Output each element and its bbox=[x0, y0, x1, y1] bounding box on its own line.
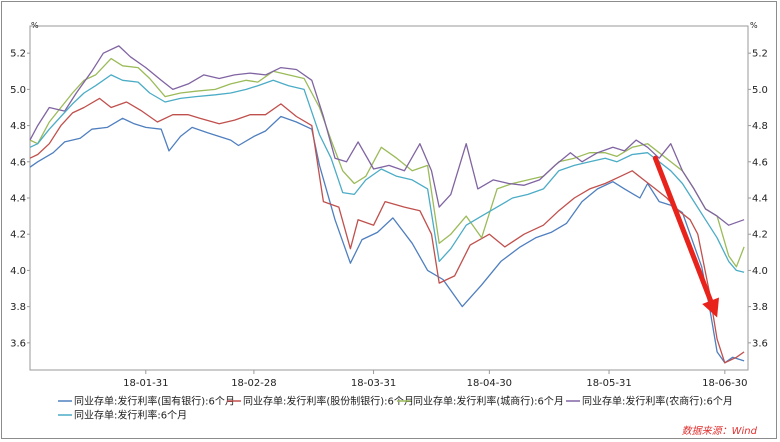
x-tick-label: 18-04-30 bbox=[467, 378, 512, 389]
series-line-4 bbox=[29, 45, 745, 226]
legend-label: 同业存单:发行利率(农商行):6个月 bbox=[582, 395, 733, 408]
x-tick-label: 18-01-31 bbox=[123, 378, 168, 389]
y-tick-label-left: 4.0 bbox=[10, 266, 26, 277]
y-tick-label-left: 4.6 bbox=[10, 157, 26, 168]
y-tick-label-right: 4.2 bbox=[752, 230, 768, 241]
y-tick-label-left: 3.6 bbox=[10, 338, 26, 349]
series-line-1 bbox=[29, 115, 745, 364]
x-tick-label: 18-02-28 bbox=[231, 378, 276, 389]
y-axis-ticks: 3.6 3.6 3.8 3.8 4.0 4.0 4.2 4.2 4.4 4.4 4.6 4.6 4.8 4… bbox=[10, 49, 768, 350]
y-tick-label-left: 4.8 bbox=[10, 121, 26, 132]
series-line-3 bbox=[29, 57, 745, 268]
y-tick-label-right: 4.8 bbox=[752, 121, 768, 132]
x-axis-ticks: 18-01-31 18-02-28 18-03-31 18-04-30 18-05-31… bbox=[123, 370, 748, 389]
legend-label: 同业存单:发行利率(国有银行):6个月 bbox=[74, 395, 235, 408]
y-tick-label-right: 4.0 bbox=[752, 266, 768, 277]
y-tick-label-right: 5.0 bbox=[752, 85, 768, 96]
trend-arrow bbox=[652, 155, 719, 318]
y-tick-label-right: 3.6 bbox=[752, 338, 768, 349]
legend-label: 同业存单:发行利率:6个月 bbox=[74, 409, 187, 422]
trend-arrow-head bbox=[702, 297, 719, 318]
series-lines bbox=[29, 45, 745, 364]
y-tick-label-right: 4.4 bbox=[752, 194, 768, 205]
y-tick-label-left: 4.4 bbox=[10, 194, 26, 205]
series-line-5 bbox=[29, 74, 745, 273]
trend-arrow-shaft bbox=[652, 155, 714, 304]
y-tick-label-left: 5.2 bbox=[10, 49, 26, 60]
y-tick-label-right: 3.8 bbox=[752, 302, 768, 313]
data-source-note: 数据来源：Wind bbox=[682, 425, 758, 437]
y-tick-label-left: 3.8 bbox=[10, 302, 26, 313]
y-tick-label-left: 4.2 bbox=[10, 230, 26, 241]
y-tick-label-right: 4.6 bbox=[752, 157, 768, 168]
plot-area bbox=[29, 25, 749, 371]
legend: 同业存单:发行利率(国有银行):6个月 同业存单:发行利率(股份制银行):6个月同… bbox=[58, 395, 733, 422]
x-tick-label: 18-05-31 bbox=[586, 378, 631, 389]
legend-label: 同业存单:发行利率(股份制银行):6个月 bbox=[243, 395, 414, 408]
y-axis-unit-right: % bbox=[750, 21, 758, 30]
y-tick-label-right: 5.2 bbox=[752, 49, 768, 60]
series-line-2 bbox=[29, 97, 745, 364]
y-axis-unit-left: % bbox=[31, 21, 39, 30]
x-tick-label: 18-06-30 bbox=[702, 378, 747, 389]
x-tick-label: 18-03-31 bbox=[351, 378, 396, 389]
legend-label: 同业存单:发行利率(城商行):6个月 bbox=[413, 395, 564, 408]
y-tick-label-left: 5.0 bbox=[10, 85, 26, 96]
